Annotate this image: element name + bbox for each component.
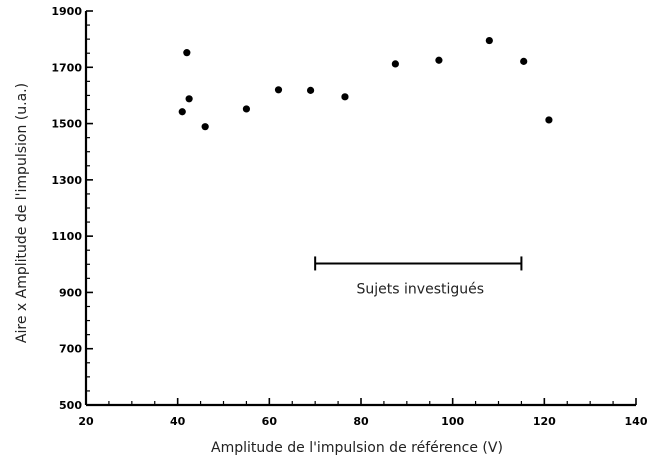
x-axis-title: Amplitude de l'impulsion de référence (V…	[211, 440, 503, 456]
y-axis-ticks: 500 700 900 1100 1300 1500 1700 1900	[51, 5, 93, 412]
data-point	[306, 86, 315, 94]
range-label: Sujets investigués	[357, 281, 485, 297]
data-point	[391, 60, 399, 68]
data-points	[178, 36, 553, 131]
x-tick-label: 60	[262, 415, 278, 428]
x-axis-ticks: 20 40 60 80 100 120 140	[78, 398, 648, 428]
investigated-range: Sujets investigués	[314, 256, 523, 297]
data-point	[435, 56, 443, 64]
y-tick-label: 900	[59, 286, 82, 299]
y-tick-label: 1900	[51, 5, 82, 18]
x-tick-label: 80	[353, 415, 369, 428]
data-point	[201, 123, 209, 131]
y-tick-label: 1300	[51, 174, 82, 187]
y-axis-title: Aire x Amplitude de l'impulsion (u.a.)	[14, 83, 30, 343]
y-tick-label: 1100	[51, 230, 82, 243]
data-point	[485, 36, 493, 45]
y-tick-label: 500	[59, 399, 82, 412]
x-tick-label: 140	[625, 415, 648, 428]
data-point	[545, 116, 553, 124]
y-tick-label: 1500	[51, 118, 82, 131]
data-point	[341, 93, 349, 101]
x-tick-label: 120	[533, 415, 556, 428]
x-tick-label: 20	[78, 415, 94, 428]
chart-axes	[84, 11, 636, 407]
y-tick-label: 700	[59, 343, 82, 356]
data-point	[520, 57, 528, 65]
data-point	[274, 86, 283, 94]
y-tick-label: 1700	[51, 61, 82, 74]
x-tick-label: 40	[170, 415, 186, 428]
data-point	[178, 108, 186, 116]
data-point	[183, 49, 191, 57]
data-point	[242, 105, 251, 113]
x-tick-label: 100	[441, 415, 464, 428]
data-point	[185, 95, 193, 103]
